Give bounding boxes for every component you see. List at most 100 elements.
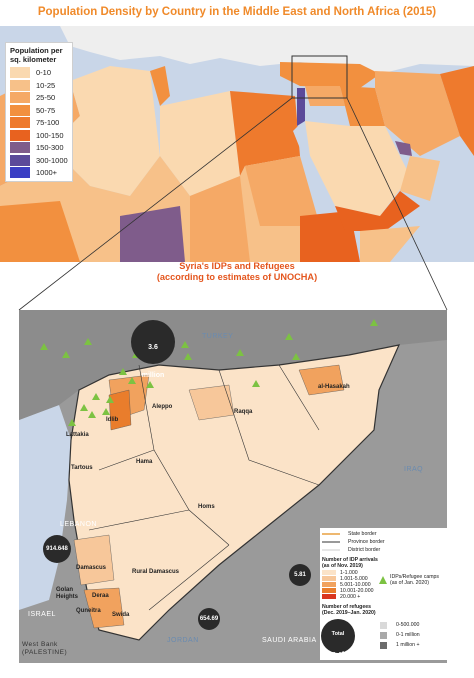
idp-title-line1: Number of IDP arrivals [322,557,378,563]
syria-region [305,86,345,106]
camp-triangle-icon [285,333,293,340]
westbank-line1: West Bank [22,641,58,648]
label-rural-damascus: Rural Damascus [132,569,180,575]
refugee-bin-swatch [380,622,387,629]
camp-triangle-icon [40,343,48,350]
legend-camps: IDPs/Refugee camps (as of Jan. 2020) [390,574,439,586]
label-israel: ISRAEL [28,611,56,618]
syria-shape [68,344,401,641]
idp-bin-label: 1.001-5.000 [340,575,368,582]
idp-bin-label: 1-1.000 [340,569,358,576]
idp-bin-swatch [322,570,336,575]
camp-triangle-icon [370,319,378,326]
label-jordan: JORDAN [167,637,199,644]
legend-label: 0-10 [36,68,52,77]
legend-idp-title: Number of IDP arrivals (as of Nov. 2019) [322,557,378,569]
idp-bin-swatch [322,588,336,593]
legend-swatch [10,92,30,103]
legend-swatch [10,79,30,91]
legend-refugee-title: Number of refugees (Dec. 2019–Jan. 2020) [322,604,376,616]
label-westbank: West Bank (PALESTINE) [22,641,67,657]
legend-item: 0-10 [10,67,70,78]
label-quneitra: Quneitra [76,608,101,614]
camp-triangle-icon [292,353,300,360]
europe-land [60,26,474,74]
legend-district-border: District border [348,547,381,553]
total-line2: n. of [332,651,344,657]
idp-bin-label: 20.000 + [340,593,361,600]
camp-triangle-icon [128,377,136,384]
turkey-refugee-unit: million [141,372,165,379]
camp-triangle-icon [80,404,88,411]
turkey-region [280,62,380,88]
inset-title-line2: (according to estimates of UNOCHA) [156,272,318,282]
deraa-district [83,587,125,629]
legend-title: Population per sq. kilometer [10,46,63,64]
refugee-bin-label: 1 million + [396,642,420,648]
pakistan-region [440,66,474,156]
label-hama: Hama [136,459,153,465]
idp-bin-label: 5.001-10.000 [340,581,371,588]
label-homs: Homs [198,504,215,510]
damascus-district [73,534,115,586]
label-deraa: Deraa [92,593,109,599]
legend-province-border: Province border [348,539,385,545]
total-line1: Total [331,631,345,637]
label-damascus: Damascus [76,565,107,571]
legend-item: 25-50 [10,92,70,103]
idp-title-line2: (as of Nov. 2019) [322,563,363,569]
label-raqqa: Raqqa [234,409,253,415]
idp-bin-label: 10.001-20.000 [340,587,374,594]
refugee-bin-swatch [380,632,387,639]
refugees-lebanon-circle: 914.648 [43,535,71,563]
turkey-land [19,310,447,420]
golan-line1: Golan [56,587,74,593]
refugees-iraq-circle: 5.81 [289,564,311,586]
label-aleppo: Aleppo [152,404,173,410]
refugee-bin-swatch [380,642,387,649]
westbank-line2: (PALESTINE) [22,649,68,656]
legend-label: 10-25 [36,80,56,90]
camps-line2: (as of Jan. 2020) [390,580,429,586]
ref-title-line1: Number of refugees [322,604,372,610]
syria-idp-map [19,310,447,663]
syria-highlight-box [291,55,348,99]
syria-legend: State border Province border District bo… [320,528,447,660]
camp-triangle-icon [106,396,114,403]
label-al-hasakah: al-Hasakah [318,384,350,390]
camp-triangle-icon [102,408,110,415]
legend-label: 25-50 [36,93,56,102]
page-title: Population Density by Country in the Mid… [37,6,437,18]
camp-triangle-icon [62,351,70,358]
total-line3: refugees [326,671,350,677]
camp-triangle-icon [119,368,127,375]
refugees-turkey-circle: 3.6 million [131,320,175,379]
ref-title-line2: (Dec. 2019–Jan. 2020) [322,610,376,616]
total-refugees-circle: Total n. of refugees [321,619,355,677]
red-sea [293,126,335,211]
province-borders [88,364,320,611]
camp-triangle-icon [68,419,76,426]
camp-triangle-icon [252,380,260,387]
legend-title-line2: sq. kilometer [10,55,57,64]
idp-bin-swatch [322,576,336,581]
label-lattakia: Lattakia [66,432,89,438]
label-iraq: IRAQ [404,466,424,473]
label-saudi: SAUDI ARABIA [262,637,317,644]
label-golan: Golan Heights [56,587,78,601]
hasakah-district [298,364,345,396]
label-swida: Swida [112,612,130,618]
camp-triangle-icon [92,393,100,400]
refugee-bin-label: 0-500.000 [396,622,420,628]
camp-triangle-icon [84,338,92,345]
turkey-refugee-value: 3.6 [148,344,158,351]
camp-triangle-icon [146,381,154,388]
tunisia-region [150,66,170,106]
legend-swatch [10,67,30,78]
golan-line2: Heights [56,594,79,600]
inset-title: Syria's IDPs and Refugees (according to … [0,261,474,283]
legend-title-line1: Population per [10,46,63,55]
label-turkey: TURKEY [202,333,234,340]
camp-legend-icon [379,576,387,584]
legend-state-border: State border [348,531,377,537]
